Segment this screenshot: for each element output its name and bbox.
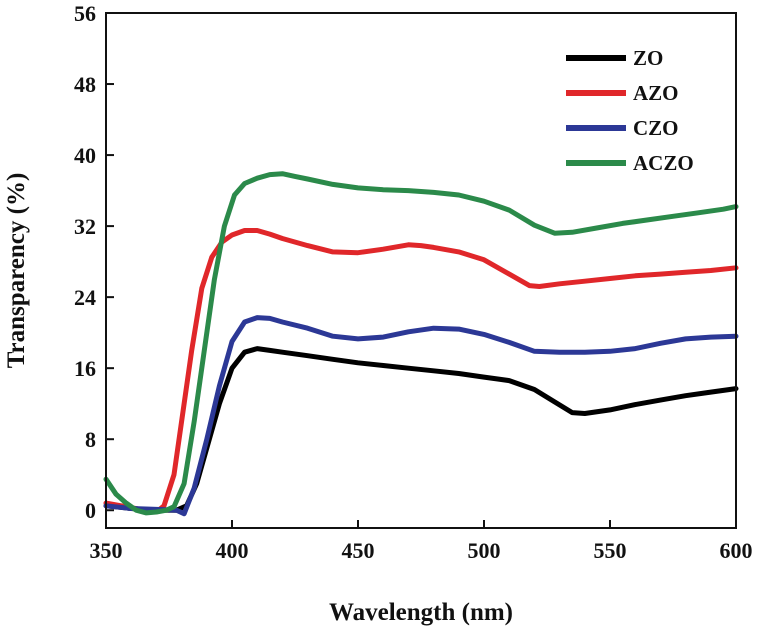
y-tick-label: 0 — [85, 498, 96, 523]
x-tick-labels: 350 400 450 500 550 600 — [90, 538, 753, 563]
y-axis-title: Transparency (%) — [3, 173, 30, 369]
y-tick-labels: 0 8 16 24 32 40 48 56 — [74, 1, 96, 523]
legend-label-azo: AZO — [633, 81, 679, 105]
legend-label-czo: CZO — [633, 116, 679, 140]
x-axis-title: Wavelength (nm) — [329, 599, 513, 626]
y-tick-label: 40 — [74, 143, 96, 168]
legend-label-aczo: ACZO — [633, 151, 694, 175]
legend: ZO AZO CZO ACZO — [566, 46, 694, 175]
x-tick-label: 550 — [594, 538, 627, 563]
y-tick-label: 32 — [74, 214, 96, 239]
series-line-czo — [103, 315, 739, 517]
y-tick-label: 48 — [74, 72, 96, 97]
series-line-azo — [103, 228, 739, 515]
x-tick-label: 450 — [342, 538, 375, 563]
y-tick-label: 56 — [74, 1, 96, 26]
x-tick-label: 600 — [720, 538, 753, 563]
legend-label-zo: ZO — [633, 46, 663, 70]
y-tick-label: 16 — [74, 356, 96, 381]
y-tick-label: 8 — [85, 427, 96, 452]
series-line-aczo — [103, 171, 739, 516]
series-layer — [103, 171, 739, 517]
plot-frame — [105, 12, 737, 529]
x-tick-label: 400 — [216, 538, 249, 563]
x-tick-label: 500 — [468, 538, 501, 563]
x-tick-label: 350 — [90, 538, 123, 563]
y-tick-label: 24 — [74, 285, 96, 310]
